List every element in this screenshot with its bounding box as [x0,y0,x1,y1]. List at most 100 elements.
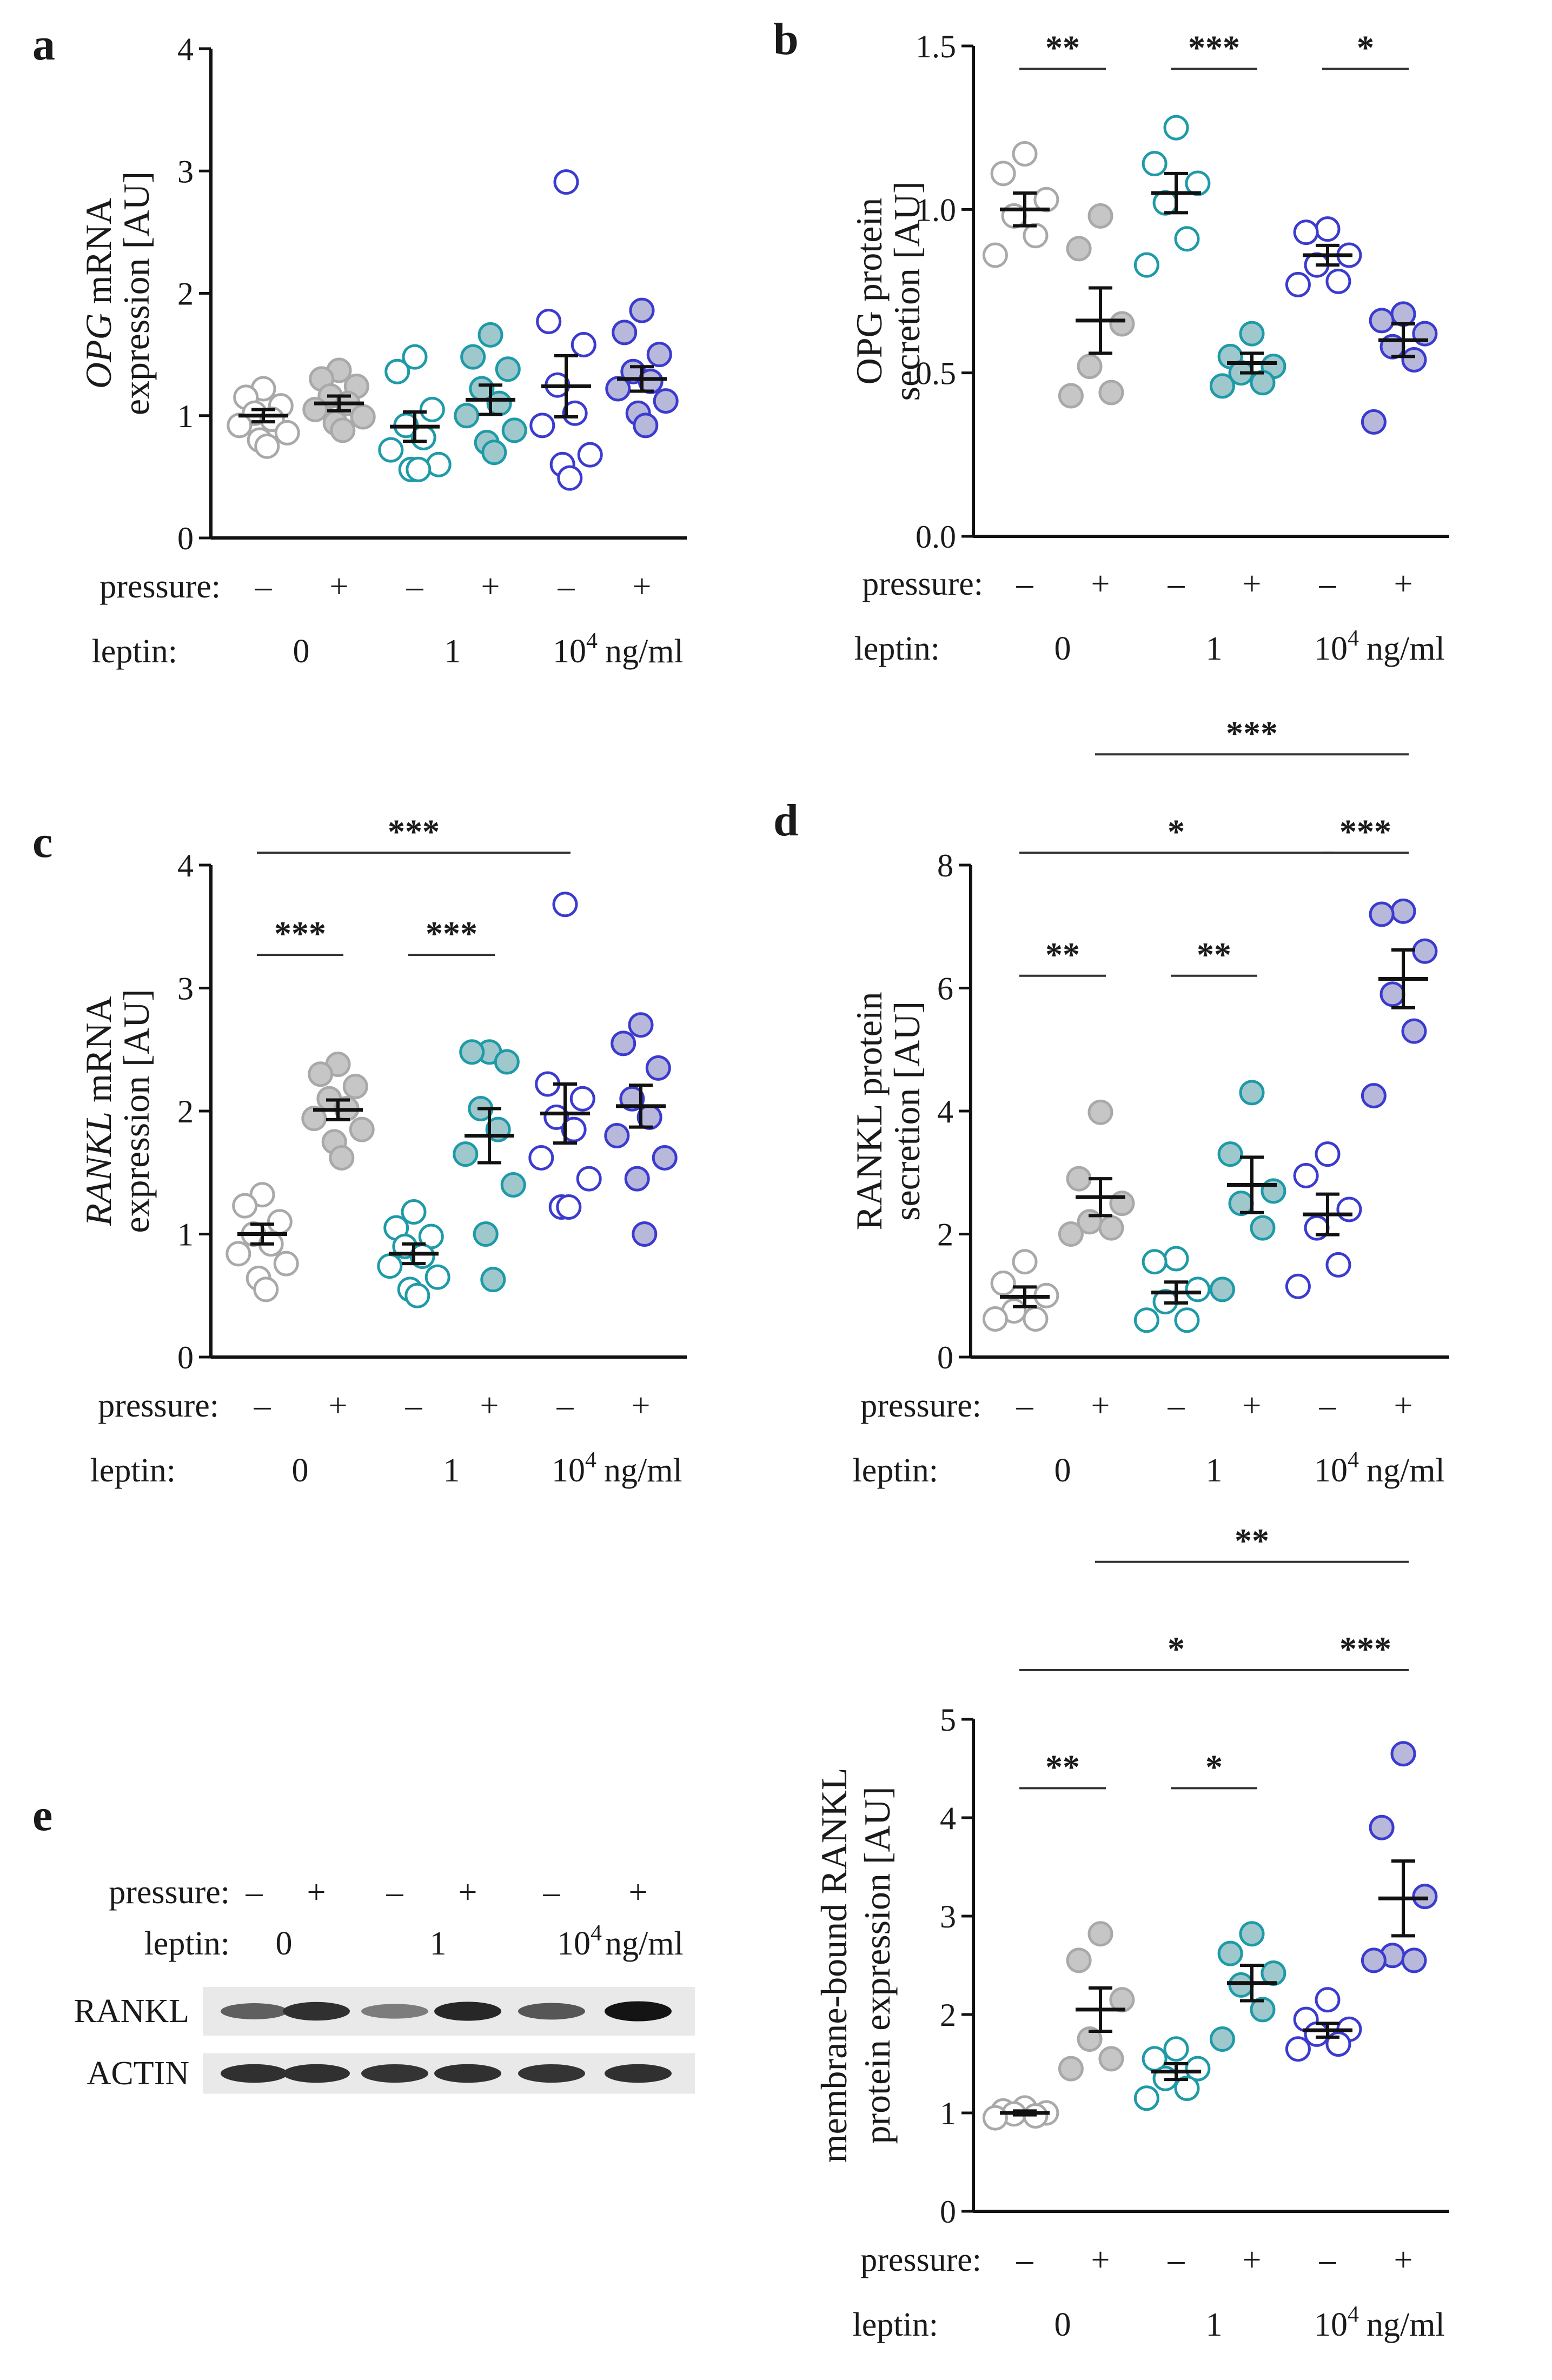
leptin-0: 0 [1054,1452,1071,1489]
data-point [1390,301,1416,327]
data-point [646,342,672,368]
data-point [624,1166,650,1192]
data-group-4 [528,892,602,1220]
y-tick-label: 1 [177,1217,194,1253]
panel-label: c [32,817,52,867]
data-point [1087,1099,1113,1125]
data-point [419,396,445,422]
data-point [329,1145,355,1171]
data-point [273,1251,299,1277]
data-point [1109,311,1135,337]
blot-pressure-minus: – [543,1874,561,1911]
data-point [494,1049,520,1075]
y-tick-label: 8 [937,848,953,883]
y-tick-label: 1.0 [916,192,956,228]
data-group-0 [982,1249,1059,1332]
leptin-10k-exp: 4 [585,1448,596,1473]
leptin-10k: 104 ng/ml [1314,2302,1445,2343]
data-point [1163,115,1189,141]
leptin-10k: 104 ng/ml [1314,1448,1445,1489]
leptin-10k: 104 ng/ml [1314,626,1445,667]
blot-pressure-minus: – [246,1874,263,1911]
blot-band [434,2064,501,2083]
y-axis-title-italic: RANKL [78,1112,119,1227]
data-point [1379,981,1405,1007]
y-tick-label: 0 [940,2194,956,2230]
pressure-label: pressure: [860,1387,981,1424]
pressure-label: pressure: [860,2242,981,2278]
pressure-minus: – [558,568,575,605]
y-tick-label: 1.5 [916,29,956,64]
data-point [480,1267,506,1293]
y-tick-label: 2 [177,276,194,312]
leptin-0: 0 [293,633,310,670]
data-point [990,1271,1016,1296]
data-point [571,332,596,358]
leptin-0: 0 [1054,2306,1071,2343]
leptin-0: 0 [292,1452,309,1489]
data-group-1 [1058,1921,1135,2082]
blot-leptin-1: 1 [430,1925,447,1962]
leptin-label: leptin: [92,633,177,670]
blot-band [434,2002,501,2021]
data-point [557,465,583,491]
leptin-10k: 104 ng/ml [552,1448,682,1489]
data-point [982,2105,1008,2131]
data-point [1066,1166,1092,1192]
significance-label: *** [1339,1630,1391,1668]
data-point [576,1166,602,1192]
data-point [1142,1249,1168,1275]
data-point [453,1141,479,1167]
data-point [561,1116,587,1142]
panel-label: e [32,1790,52,1840]
y-axis-title-line1: OPG mRNA [78,198,119,389]
leptin-10k-exp: 4 [586,629,598,654]
data-point [401,1199,427,1225]
data-point [495,356,521,382]
leptin-label: leptin: [854,630,940,667]
significance-label: *** [1226,714,1278,752]
data-point [1325,1252,1351,1278]
significance-label: ** [1235,1521,1269,1560]
data-point [342,1074,368,1099]
data-point [460,344,486,370]
data-point [253,1277,279,1302]
data-point [404,1282,430,1308]
data-point [1285,2036,1311,2062]
data-point [629,297,655,323]
data-point [1098,380,1124,405]
blot-band [283,2064,350,2083]
data-point [378,437,404,463]
y-tick-label: 2 [937,1217,953,1253]
significance-label: *** [274,914,326,953]
data-point [1315,216,1341,242]
leptin-10k-exp: 4 [1348,626,1359,651]
data-point [1390,898,1416,924]
data-group-5 [1361,301,1438,435]
pressure-plus: + [330,568,349,605]
data-point [1077,354,1103,380]
blot-band [361,2064,428,2083]
y-axis-title-rest: mRNA [78,996,119,1111]
data-group-3 [1209,1080,1286,1302]
blot-row-label: RANKL [74,1993,189,2030]
y-tick-label: 0 [177,1340,194,1375]
data-point [1077,2026,1103,2052]
y-axis-title-line1: membrane-bound RANKL [813,1768,854,2163]
data-group-1 [302,357,376,443]
y-axis-title-italic: OPG [78,313,119,389]
data-point [982,1306,1008,1332]
blot-row-label: ACTIN [87,2055,189,2092]
leptin-label: leptin: [90,1452,176,1489]
data-group-0 [982,2095,1059,2131]
y-tick-label: 6 [937,971,953,1007]
data-point [301,1106,327,1132]
data-point [402,344,428,370]
data-group-3 [1209,1921,1286,2052]
leptin-10k-unit: ng/ml [1367,2306,1445,2343]
pressure-plus: + [1394,566,1413,602]
data-point [1058,383,1084,409]
leptin-1: 1 [1206,1452,1223,1489]
